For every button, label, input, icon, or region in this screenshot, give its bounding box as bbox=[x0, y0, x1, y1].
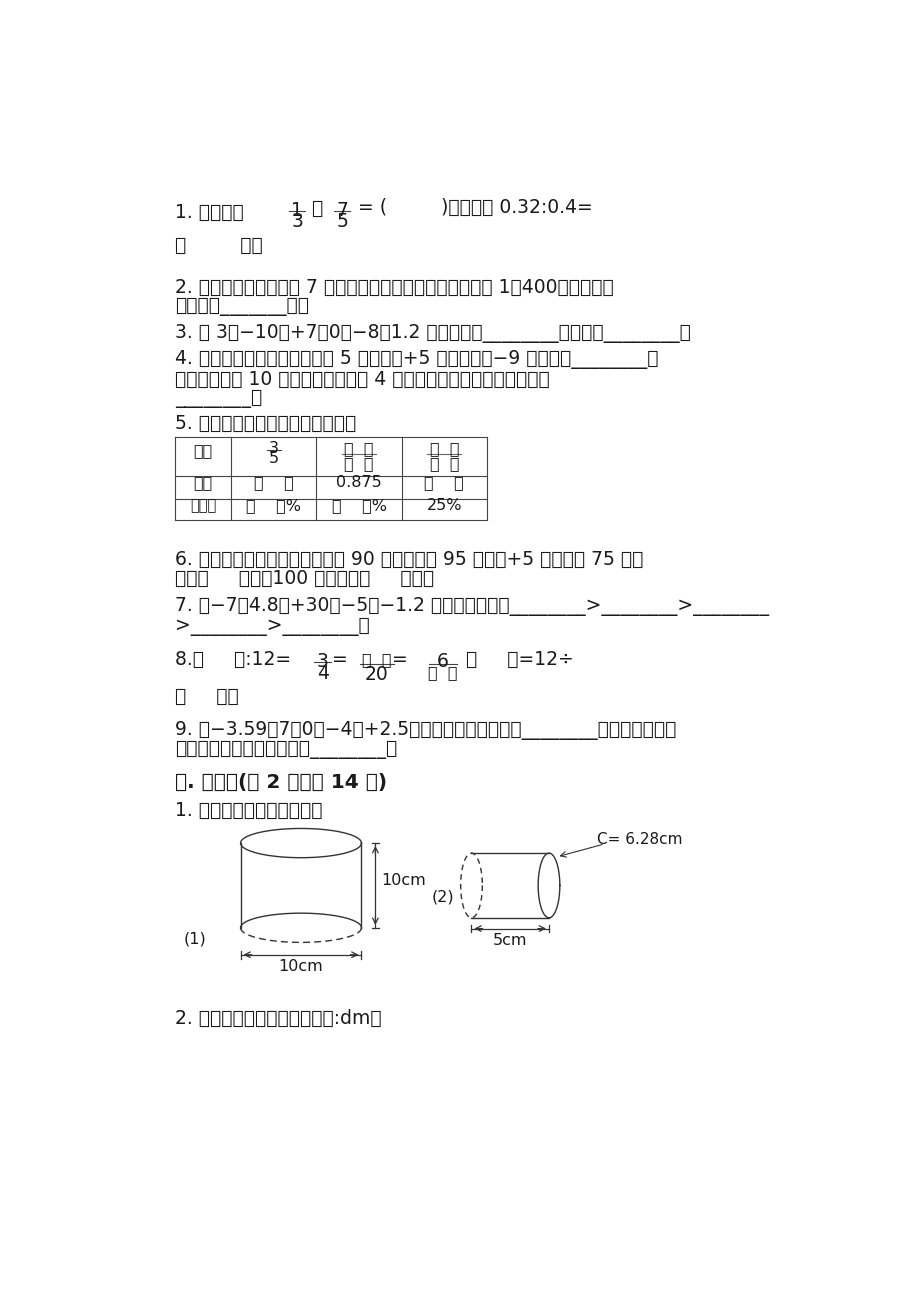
Text: （  ）: （ ） bbox=[344, 441, 373, 456]
Text: =: = bbox=[391, 650, 408, 668]
Text: 3: 3 bbox=[268, 441, 278, 456]
Text: 1. 计算下面圆柱的表面积。: 1. 计算下面圆柱的表面积。 bbox=[176, 801, 323, 820]
Text: 的顺序排列在第四位的数是________。: 的顺序排列在第四位的数是________。 bbox=[176, 740, 397, 759]
Text: ：: ： bbox=[311, 199, 322, 219]
Text: 7: 7 bbox=[335, 201, 347, 220]
Text: 记作（     ）分，100 分应记作（     ）分。: 记作（ ）分，100 分应记作（ ）分。 bbox=[176, 569, 434, 589]
Text: 小数: 小数 bbox=[194, 475, 212, 491]
Text: 际高度是_______米。: 际高度是_______米。 bbox=[176, 297, 309, 316]
Text: 1: 1 bbox=[291, 201, 302, 220]
Text: 20: 20 bbox=[365, 665, 389, 685]
Text: 10cm: 10cm bbox=[278, 960, 323, 974]
Text: 3: 3 bbox=[291, 212, 302, 232]
Text: 9. 在−3.59、7、0、−4、+2.5，这五个数中自然数有________个；按从大到小: 9. 在−3.59、7、0、−4、+2.5，这五个数中自然数有________个… bbox=[176, 720, 676, 740]
Text: C= 6.28cm: C= 6.28cm bbox=[596, 832, 682, 846]
Text: 四. 计算题(共 2 题，共 14 分): 四. 计算题(共 2 题，共 14 分) bbox=[176, 773, 387, 792]
Text: 5cm: 5cm bbox=[493, 934, 527, 948]
Text: 8.（     ）:12=: 8.（ ）:12= bbox=[176, 650, 291, 668]
Text: （     ）。: （ ）。 bbox=[176, 686, 239, 706]
Text: （  ）: （ ） bbox=[344, 456, 373, 471]
Text: （    ）%: （ ）% bbox=[331, 499, 386, 513]
Text: 4. 以城市广场为中心，向东走 5 千米记作+5 千米。那么−9 千米表示________。: 4. 以城市广场为中心，向东走 5 千米记作+5 千米。那么−9 千米表示___… bbox=[176, 350, 658, 370]
Text: (1): (1) bbox=[183, 932, 206, 947]
Text: 分数: 分数 bbox=[194, 443, 212, 458]
Text: （     ）=12÷: （ ）=12÷ bbox=[466, 650, 573, 668]
Text: （  ）: （ ） bbox=[429, 441, 459, 456]
Text: （  ）: （ ） bbox=[427, 665, 457, 680]
Text: 1. 化简比。: 1. 化简比。 bbox=[176, 202, 244, 221]
Text: 7. 把−7、4.8、+30、−5、−1.2 从大到小排列是________>________>________: 7. 把−7、4.8、+30、−5、−1.2 从大到小排列是________>_… bbox=[176, 598, 768, 616]
Text: ________。: ________。 bbox=[176, 389, 263, 408]
Text: 3. 在 3、−10、+7、0、−8、1.2 中，正数有________，负数有________。: 3. 在 3、−10、+7、0、−8、1.2 中，正数有________，负数有… bbox=[176, 324, 690, 344]
Text: 百分数: 百分数 bbox=[190, 499, 216, 513]
Text: 5. 在表中的空白处填上合适的数。: 5. 在表中的空白处填上合适的数。 bbox=[176, 414, 357, 434]
Text: 2. 一幢楼的模型高度是 7 厘米，模型高度与实际高度的比是 1：400，楼房的实: 2. 一幢楼的模型高度是 7 厘米，模型高度与实际高度的比是 1：400，楼房的… bbox=[176, 277, 614, 297]
Text: 3: 3 bbox=[316, 652, 328, 671]
Text: 5: 5 bbox=[268, 450, 278, 466]
Text: >________>________。: >________>________。 bbox=[176, 617, 369, 635]
Text: （  ）: （ ） bbox=[429, 456, 459, 471]
Text: 25%: 25% bbox=[426, 499, 461, 513]
Text: =: = bbox=[332, 650, 347, 668]
Text: (2): (2) bbox=[431, 889, 453, 905]
Text: （         ）。: （ ）。 bbox=[176, 237, 263, 255]
Text: 5: 5 bbox=[335, 212, 347, 232]
Text: 小东先向西走 10 千米，然后向东走 4 千米，此时小东的位置可以记作: 小东先向西走 10 千米，然后向东走 4 千米，此时小东的位置可以记作 bbox=[176, 370, 550, 388]
Text: 4: 4 bbox=[316, 664, 328, 682]
Text: 10cm: 10cm bbox=[380, 872, 425, 888]
Text: = (         )；求比值 0.32:0.4=: = ( )；求比值 0.32:0.4= bbox=[357, 198, 592, 217]
Text: （    ）%: （ ）% bbox=[246, 499, 301, 513]
Text: 0.875: 0.875 bbox=[335, 475, 381, 491]
Text: （    ）: （ ） bbox=[254, 475, 293, 491]
Text: （    ）: （ ） bbox=[424, 475, 464, 491]
Text: 2. 求下列图形的体积。（单位:dm）: 2. 求下列图形的体积。（单位:dm） bbox=[176, 1009, 381, 1027]
Text: （  ）: （ ） bbox=[362, 652, 391, 667]
Text: 6. 五年级一次数学小测平均分为 90 分，如果将 95 分记作+5 分，那么 75 分应: 6. 五年级一次数学小测平均分为 90 分，如果将 95 分记作+5 分，那么 … bbox=[176, 549, 643, 569]
Text: 6: 6 bbox=[437, 652, 448, 671]
